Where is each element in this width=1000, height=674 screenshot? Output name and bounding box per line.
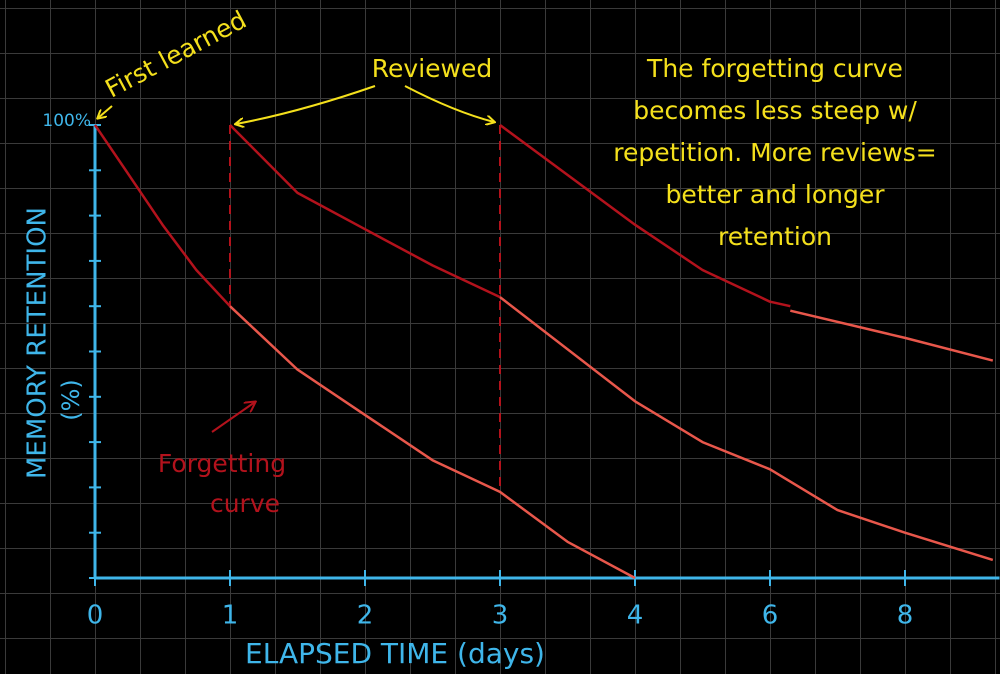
curve — [499, 123, 791, 308]
note-line: better and longer — [665, 180, 885, 209]
note-line: retention — [718, 222, 832, 251]
reviewed-label: Reviewed — [372, 54, 492, 83]
x-axis-title: ELAPSED TIME (days) — [245, 637, 545, 670]
x-tick-label: 3 — [492, 601, 509, 631]
curve — [499, 296, 994, 562]
note-line: The forgetting curve — [646, 54, 903, 83]
x-tick-label: 0 — [87, 601, 104, 631]
curve — [93, 124, 231, 308]
first-learned-label: First learned — [100, 5, 251, 103]
curve — [229, 305, 636, 580]
forgetting-curve-label: curve — [210, 489, 280, 518]
x-tick-label: 8 — [897, 601, 914, 631]
x-tick-label: 6 — [762, 601, 779, 631]
annotation-arrow — [211, 402, 255, 433]
forgetting-curve-label: Forgetting — [158, 449, 286, 478]
annotation-arrow — [404, 85, 494, 122]
curve — [790, 309, 994, 362]
annotation-arrow — [236, 85, 376, 124]
curve — [229, 124, 501, 299]
x-tick-label: 4 — [627, 601, 644, 631]
y-tick-label: 100% — [42, 111, 91, 131]
note-line: repetition. More reviews= — [613, 138, 936, 167]
y-axis-unit: (%) — [57, 379, 85, 421]
x-tick-label: 2 — [357, 601, 374, 631]
note-line: becomes less steep w/ — [633, 96, 917, 125]
annotation-arrow — [98, 105, 113, 118]
y-axis-title: MEMORY RETENTION — [23, 207, 53, 479]
x-tick-label: 1 — [222, 601, 239, 631]
